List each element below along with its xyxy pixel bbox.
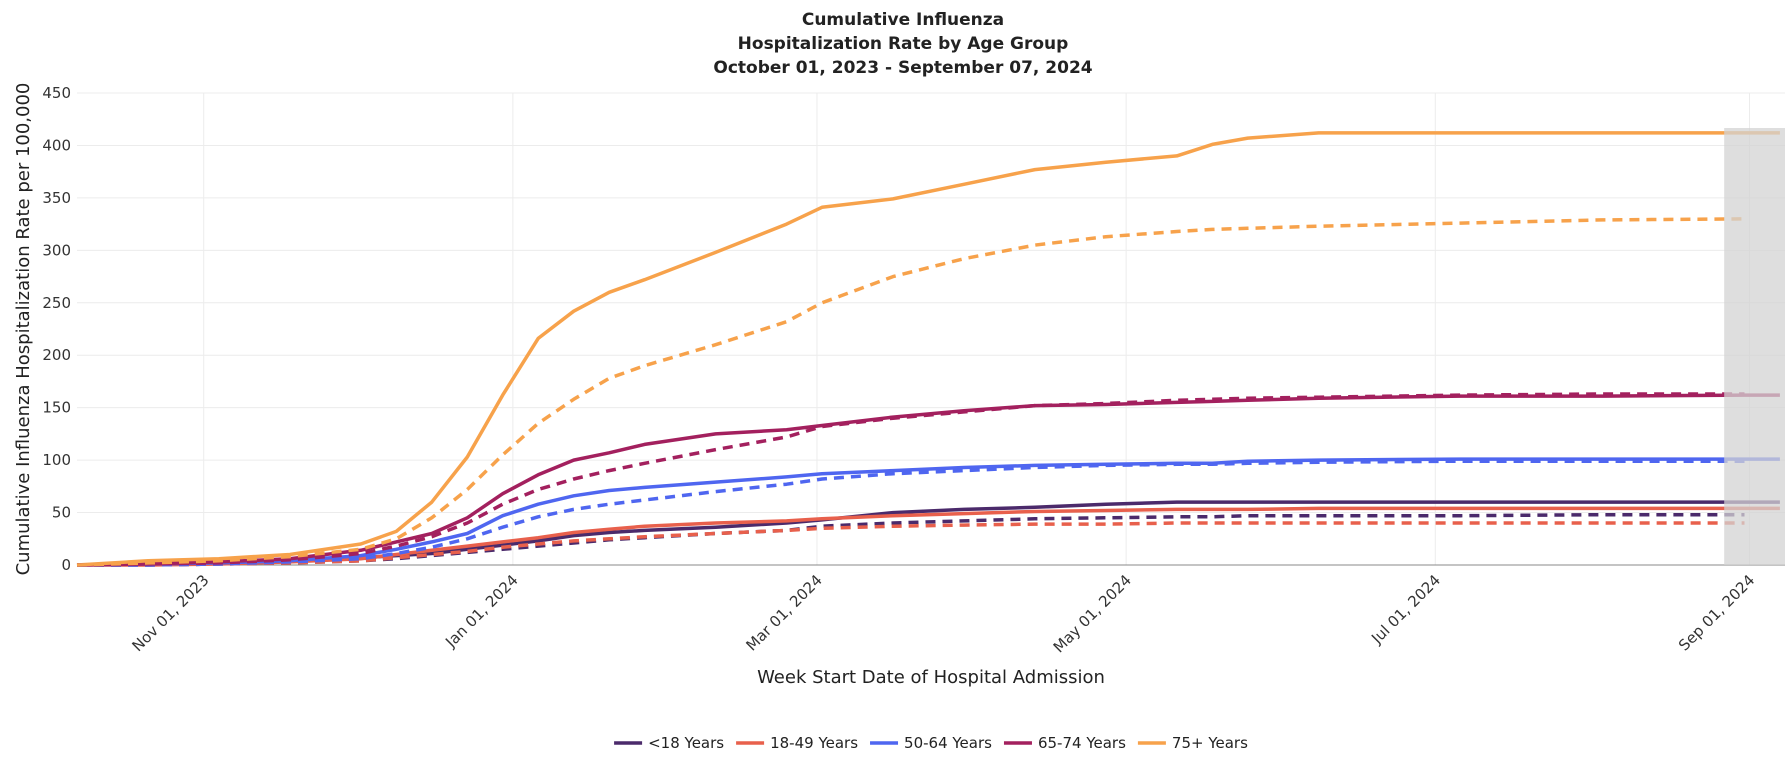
series-line — [77, 506, 1780, 567]
y-tick-label: 450 — [42, 84, 71, 102]
series-line — [77, 459, 1745, 567]
shaded-region — [1724, 128, 1785, 565]
y-tick-label: 350 — [42, 189, 71, 207]
y-tick-label: 0 — [61, 556, 71, 574]
x-tick-label: Nov 01, 2023 — [128, 571, 212, 655]
legend-label: 18-49 Years — [770, 734, 858, 752]
x-axis-title: Week Start Date of Hospital Admission — [757, 667, 1105, 688]
legend: <18 Years 18-49 Years 50-64 Years 65-74 Yea… — [614, 734, 1248, 752]
y-tick-label: 400 — [42, 136, 71, 154]
x-tick-label: May 01, 2024 — [1050, 571, 1135, 656]
legend-label: 75+ Years — [1172, 734, 1248, 752]
series-line — [76, 131, 1780, 567]
x-tick-label: Mar 01, 2024 — [742, 571, 825, 654]
y-tick-label: 200 — [42, 346, 71, 364]
chart-title: Cumulative Influenza — [802, 10, 1004, 30]
legend-label: <18 Years — [648, 734, 724, 752]
x-tick-label: Sep 01, 2024 — [1675, 571, 1758, 654]
series-line — [77, 521, 1745, 567]
y-tick-label: 150 — [42, 399, 71, 417]
y-tick-label: 100 — [42, 451, 71, 469]
x-tick-label: Jul 01, 2024 — [1367, 571, 1444, 648]
y-tick-label: 250 — [42, 294, 71, 312]
series-line — [76, 457, 1780, 567]
chart-title: Hospitalization Rate by Age Group — [738, 34, 1069, 54]
y-tick-label: 50 — [52, 504, 71, 522]
y-tick-label: 300 — [42, 241, 71, 259]
x-tick-label: Jan 01, 2024 — [441, 571, 521, 651]
series-line — [76, 393, 1780, 567]
chart-title: October 01, 2023 - September 07, 2024 — [713, 58, 1092, 78]
y-axis-title: Cumulative Influenza Hospitalization Rat… — [13, 83, 34, 576]
legend-label: 50-64 Years — [904, 734, 992, 752]
legend-label: 65-74 Years — [1038, 734, 1126, 752]
series-line — [76, 392, 1745, 567]
series-line — [76, 217, 1745, 567]
